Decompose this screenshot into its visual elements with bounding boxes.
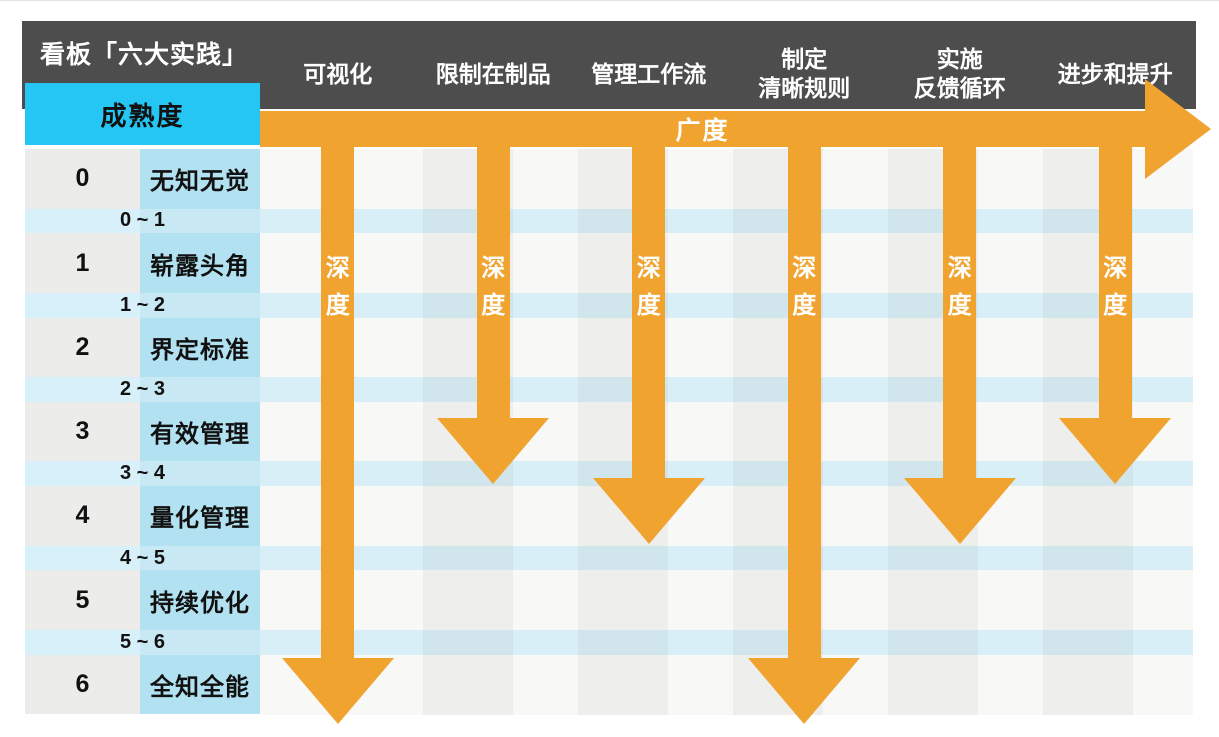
practice-header-line: 可视化 [303, 60, 373, 87]
practice-header-line: 实施 [936, 46, 983, 73]
maturity-header-label: 成熟度 [100, 100, 185, 131]
depth-arrowhead-icon [592, 478, 705, 544]
maturity-range-row: 2 ~ 3 [25, 377, 260, 402]
level-label-cell: 全知全能 [140, 654, 260, 715]
depth-arrow-shaft [632, 146, 666, 479]
level-number-cell: 0 [25, 149, 140, 209]
depth-arrow-shaft [476, 146, 510, 419]
grid-range-stripe [260, 630, 1193, 655]
depth-axis-label: 深度 [947, 255, 972, 319]
practice-header: 管理工作流 [554, 43, 744, 105]
grid-range-stripe [260, 292, 1193, 318]
breadth-arrow-shaft [260, 111, 1145, 147]
grid-background [260, 149, 1193, 715]
depth-arrowhead-icon [1059, 418, 1172, 484]
maturity-level-row: 6 全知全能 [25, 654, 260, 715]
practice-header-line: 制定 [781, 46, 828, 73]
practice-header-line: 清晰规则 [758, 75, 851, 101]
maturity-level-row: 5 持续优化 [25, 570, 260, 630]
depth-arrowhead-icon [903, 478, 1016, 544]
depth-arrowhead-icon [437, 418, 550, 484]
maturity-range-row: 3 ~ 4 [25, 461, 260, 487]
maturity-range-row: 1 ~ 2 [25, 292, 260, 318]
grid-range-stripe [260, 545, 1193, 571]
grid-range-stripe [260, 461, 1193, 487]
level-number-cell: 6 [25, 654, 140, 715]
level-number-cell: 4 [25, 486, 140, 546]
practice-header: 可视化 [243, 43, 433, 105]
maturity-header-cell: 成熟度 [25, 83, 260, 145]
maturity-range-row: 4 ~ 5 [25, 545, 260, 571]
practice-header-line: 限制在制品 [435, 60, 551, 87]
maturity-level-row: 1 崭露头角 [25, 233, 260, 293]
level-label-cell: 量化管理 [140, 486, 260, 546]
depth-axis-label: 深度 [1103, 255, 1128, 319]
level-label-cell: 崭露头角 [140, 233, 260, 293]
depth-axis-label: 深度 [792, 255, 817, 319]
level-number-cell: 3 [25, 401, 140, 462]
breadth-axis-label: 广度 [675, 117, 730, 145]
depth-arrow-shaft [943, 146, 977, 479]
depth-arrow-shaft [787, 146, 821, 659]
level-label-cell: 有效管理 [140, 401, 260, 462]
depth-arrow-shaft [321, 146, 355, 659]
maturity-range-row: 5 ~ 6 [25, 629, 260, 655]
depth-arrowhead-icon [281, 658, 394, 724]
depth-axis-label: 深度 [481, 255, 506, 319]
diagram-title: 看板「六大实践」 [40, 41, 249, 69]
maturity-level-row: 2 界定标准 [25, 317, 260, 378]
breadth-arrowhead-icon [1145, 79, 1211, 179]
depth-arrow-shaft [1098, 146, 1132, 419]
maturity-panel: 0 无知无觉 0 ~ 1 1 崭露头角 1 ~ 2 2 界定标准 2 ~ 3 3 有效管理 3 ~ 4… [25, 149, 260, 715]
level-label-cell: 无知无觉 [140, 149, 260, 209]
level-number-cell: 2 [25, 317, 140, 378]
level-number-cell: 5 [25, 570, 140, 630]
practice-header-line: 管理工作流 [591, 60, 707, 87]
depth-arrowhead-icon [748, 658, 861, 724]
level-label-cell: 持续优化 [140, 570, 260, 630]
grid-range-stripe [260, 377, 1193, 402]
practice-header: 限制在制品 [398, 43, 588, 105]
grid-range-stripe [260, 208, 1193, 234]
depth-axis-label: 深度 [325, 255, 350, 319]
depth-axis-label: 深度 [636, 255, 661, 319]
maturity-level-row: 4 量化管理 [25, 486, 260, 546]
maturity-level-row: 3 有效管理 [25, 401, 260, 462]
practice-header-line: 反馈循环 [913, 75, 1006, 101]
practice-header: 实施 反馈循环 [865, 43, 1055, 105]
maturity-level-row: 0 无知无觉 [25, 149, 260, 209]
maturity-range-row: 0 ~ 1 [25, 208, 260, 234]
practice-header: 制定 清晰规则 [709, 43, 899, 105]
level-number-cell: 1 [25, 233, 140, 293]
level-label-cell: 界定标准 [140, 317, 260, 378]
